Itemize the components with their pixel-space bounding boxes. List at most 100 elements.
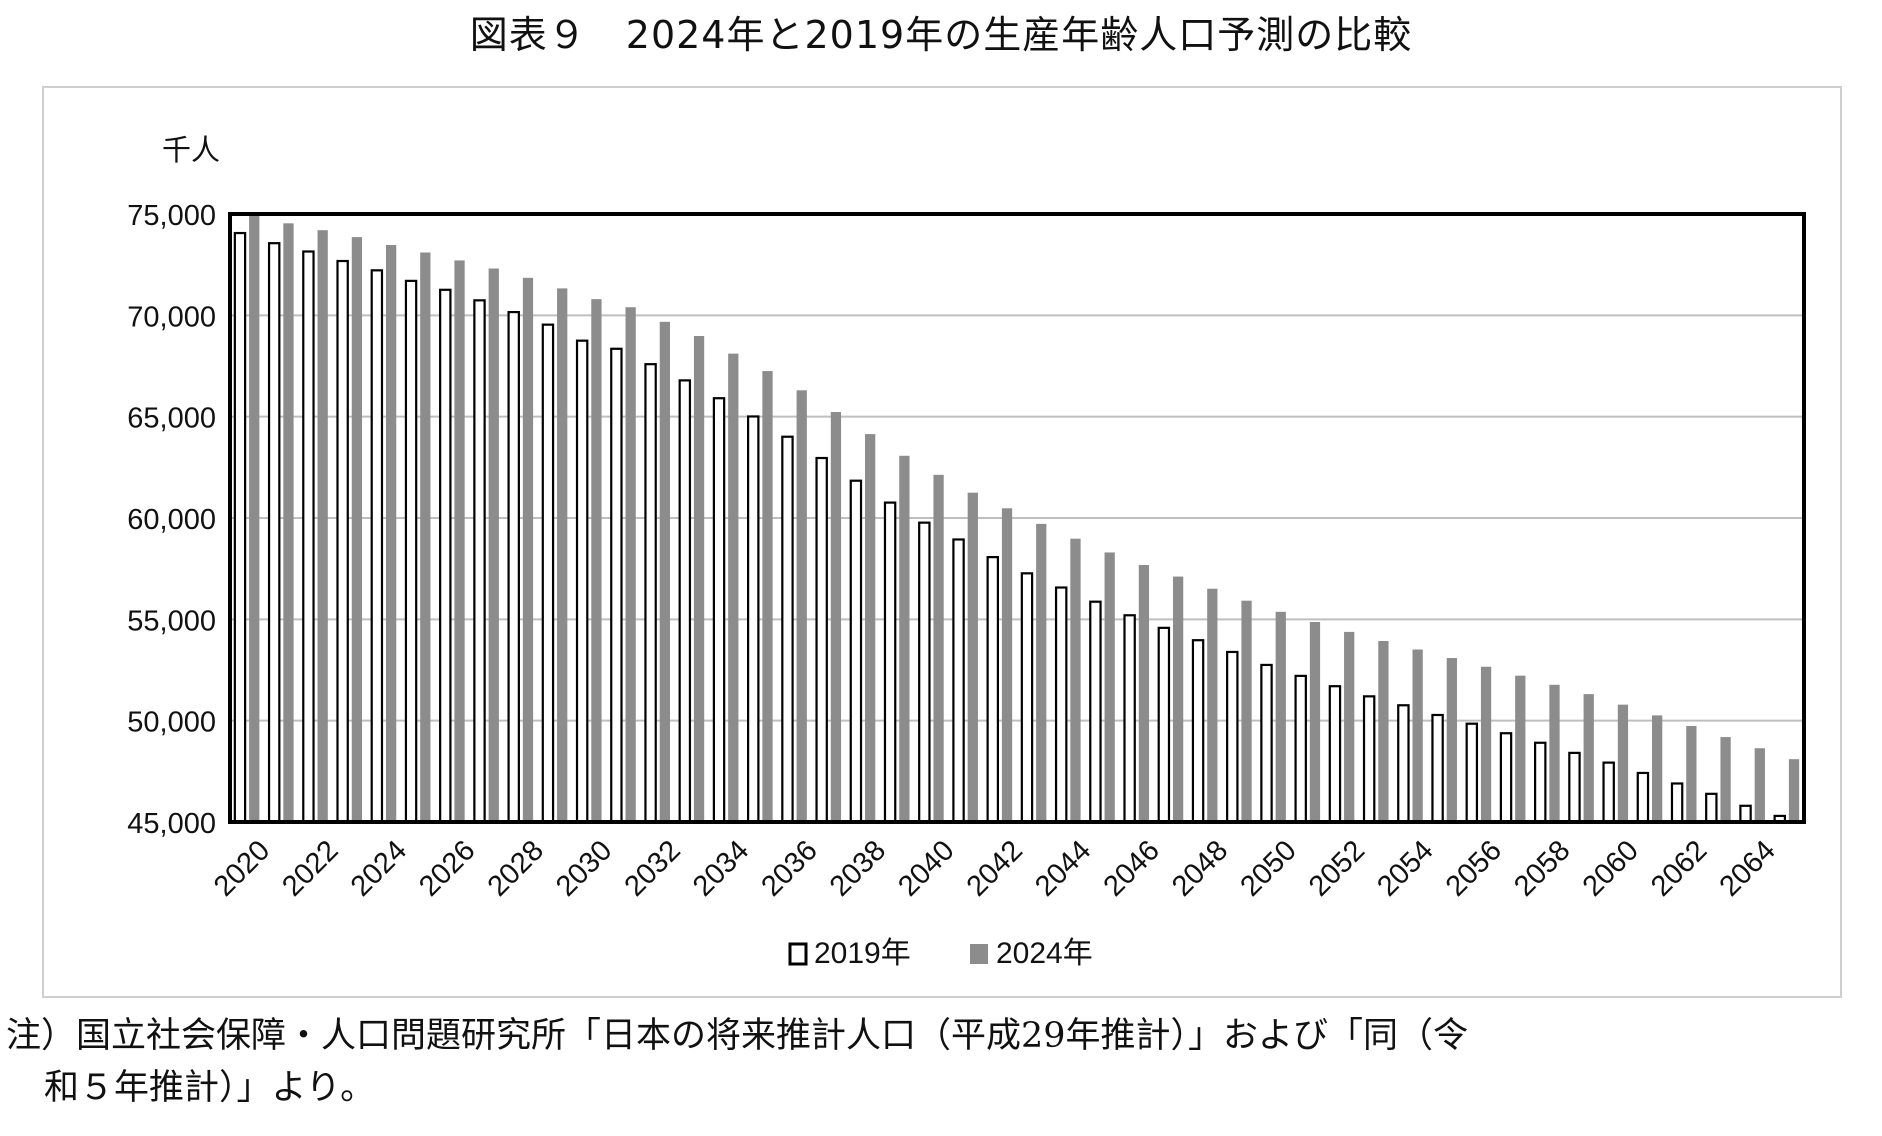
bar-2019 (1431, 713, 1444, 824)
x-tick-label: 2028 (482, 834, 550, 902)
bar-2024 (591, 299, 602, 822)
bar-2019 (1397, 704, 1410, 824)
bar-2019 (1020, 572, 1034, 824)
bar-2019 (233, 231, 247, 824)
y-tick-label: 60,000 (127, 504, 216, 536)
bar-2024 (1344, 631, 1355, 822)
y-unit-label: 千人 (162, 135, 220, 167)
x-tick-label: 2024 (345, 834, 413, 902)
x-tick-label: 2064 (1714, 834, 1782, 902)
y-tick-label: 55,000 (127, 605, 216, 637)
bar-2024 (488, 268, 499, 822)
bar-2019 (1534, 741, 1547, 824)
bar-2024 (249, 214, 260, 822)
bar-2024 (1172, 576, 1184, 822)
bar-2019 (1328, 685, 1342, 824)
x-tick-label: 2048 (1166, 834, 1234, 902)
bar-2024 (1378, 641, 1389, 822)
bar-2024 (1309, 621, 1321, 822)
bar-2019 (1739, 804, 1752, 824)
y-tick-label: 45,000 (127, 808, 216, 840)
bar-2024 (933, 474, 944, 822)
x-tick-label: 2062 (1645, 834, 1713, 902)
bar-2024 (1754, 748, 1765, 822)
x-tick-label: 2058 (1508, 834, 1576, 902)
bar-2019 (1123, 614, 1136, 824)
bar-2024 (1001, 508, 1013, 822)
x-tick-label: 2042 (961, 834, 1029, 902)
x-tick-label: 2040 (892, 834, 960, 902)
legend-label-2024: 2024年 (996, 937, 1093, 970)
x-tick-label: 2056 (1440, 834, 1508, 902)
x-tick-label: 2060 (1577, 834, 1645, 902)
bar-2024 (420, 252, 431, 823)
bar-2024 (1446, 658, 1457, 822)
bar-2024 (1617, 704, 1629, 822)
bar-2019 (541, 323, 555, 824)
chart-title: 図表９ 2024年と2019年の生産年齢人口予測の比較 (469, 13, 1413, 57)
bar-2024 (1241, 600, 1252, 822)
plot-area-border (228, 212, 1806, 824)
bar-2024 (1652, 715, 1663, 822)
bar-2024 (1515, 675, 1526, 822)
bar-2019 (918, 521, 931, 824)
bar-2024 (865, 434, 876, 822)
bar-2019 (404, 279, 418, 824)
bar-2024 (1412, 649, 1423, 822)
bar-2024 (728, 353, 739, 822)
bar-2019 (1226, 650, 1239, 824)
bar-2019 (1602, 761, 1615, 824)
x-tick-label: 2036 (755, 834, 823, 902)
y-tick-label: 70,000 (127, 301, 216, 333)
bar-2019 (1670, 782, 1684, 824)
bar-2019 (575, 339, 589, 824)
legend-label-2019: 2019年 (814, 937, 911, 970)
bar-2019 (1089, 600, 1102, 824)
y-tick-label: 65,000 (127, 403, 216, 435)
bar-2024 (522, 277, 534, 823)
source-note: 注）国立社会保障・人口問題研究所「日本の将来推計人口（平成29年推計）」および「… (6, 1010, 1876, 1114)
bar-2024 (283, 223, 294, 823)
bar-2019 (370, 269, 384, 824)
bar-2024 (385, 245, 397, 822)
bar-2019 (1362, 695, 1376, 824)
bar-2019 (952, 538, 965, 824)
legend-swatch-2019 (788, 942, 808, 966)
bar-2019 (644, 363, 657, 824)
bar-2024 (796, 390, 807, 822)
bar-2019 (336, 259, 349, 824)
x-tick-label: 2032 (619, 834, 687, 902)
x-tick-label: 2022 (276, 834, 344, 902)
bar-2024 (830, 412, 842, 822)
bar-2019 (473, 299, 486, 824)
x-tick-label: 2050 (1234, 834, 1302, 902)
x-tick-label: 2038 (824, 834, 892, 902)
bar-2024 (1036, 523, 1047, 822)
bar-2019 (849, 479, 863, 824)
bar-2019 (507, 310, 520, 824)
bar-2019 (1260, 663, 1273, 824)
bar-2024 (1275, 611, 1286, 822)
bar-2024 (454, 260, 465, 822)
bar-2024 (967, 492, 978, 822)
bar-2019 (678, 379, 692, 824)
x-tick-label: 2044 (1029, 834, 1097, 902)
bar-2024 (351, 237, 363, 822)
bar-2019 (439, 288, 452, 824)
bar-2024 (1104, 552, 1115, 822)
bar-2019 (1294, 674, 1307, 824)
bar-2019 (781, 435, 794, 824)
chart-frame: 45,000 50,000 55,000 60,000 65,000 70,000 75,0… (42, 86, 1842, 998)
bar-2019 (1636, 771, 1650, 824)
bar-2024 (317, 230, 328, 823)
bar-2019 (610, 347, 623, 824)
x-tick-label: 2054 (1371, 834, 1439, 902)
bar-2024 (693, 336, 705, 822)
bar-2024 (1138, 565, 1150, 822)
bar-2024 (1788, 759, 1800, 822)
bar-2019 (712, 397, 726, 824)
bar-2024 (899, 455, 910, 822)
x-tick-label: 2052 (1303, 834, 1371, 902)
x-tick-label: 2026 (413, 834, 481, 902)
source-note-line-2: 和５年推計）」より。 (44, 1068, 376, 1108)
